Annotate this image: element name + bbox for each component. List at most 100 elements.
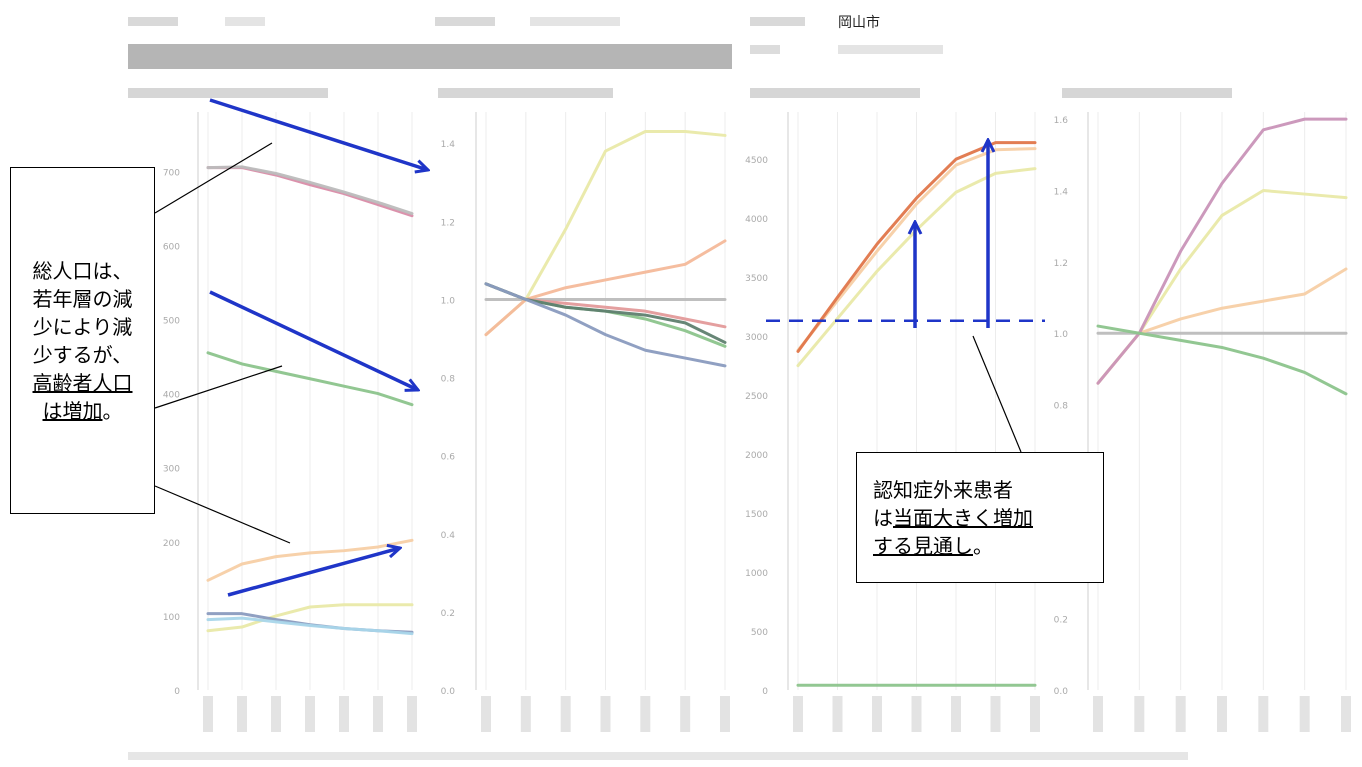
y-tick-label: 1.0 [441,296,456,306]
callout-population-line-5: 高齢者人口 [32,370,133,395]
x-tick-label [305,696,315,732]
x-tick-label [951,696,961,732]
header-blur-4 [530,17,620,26]
callout-population-line-2: 若年層の減 [32,286,133,311]
chart4-title-blur [1062,88,1232,98]
y-tick-label: 0.8 [1054,402,1069,412]
leader-line-dementia [972,335,1022,453]
y-tick-label: 400 [163,391,180,401]
header-blur-7 [838,45,943,54]
x-tick-label [990,696,1001,732]
y-tick-label: 500 [163,316,180,326]
callout-dementia-wa: は [873,505,893,530]
x-tick-label [872,696,882,732]
series-line [796,141,1037,353]
callout-population-increase: は増加 [42,398,103,423]
header-blur-2 [225,17,265,26]
y-tick-label: 1500 [745,510,768,520]
callout-dementia-line-2: は当面大きく増加 [873,504,1103,532]
y-tick-label: 1.2 [1054,259,1068,269]
leader-line-elderly [154,485,291,544]
callout-dementia-line-3: する見通し。 [873,532,1103,560]
city-name: 岡山市 [838,15,880,31]
callout-population-line-1: 総人口は、 [32,258,133,283]
y-tick-label: 1.4 [441,140,456,150]
y-tick-label: 700 [163,168,180,178]
series-line [206,616,414,636]
y-tick-label: 1000 [745,569,768,579]
x-tick-label [793,696,803,732]
x-tick-label [832,696,843,732]
y-tick-label: 3500 [745,274,768,284]
series-line [1096,324,1348,396]
series-line [796,147,1037,352]
leader-line-total [154,142,273,214]
x-tick-label [1093,696,1103,732]
callout-population-line-6: は増加。 [43,397,123,425]
y-tick-label: 200 [163,539,180,549]
x-tick-label [911,696,922,732]
x-tick-label [1030,696,1040,732]
x-tick-label [680,696,691,732]
callout-dementia-line-1: 認知症外来患者 [873,477,1013,502]
header-blur-5 [750,17,805,26]
header-area [128,17,1232,760]
x-tick-label [600,696,611,732]
callout-dementia-period: 。 [973,533,993,558]
y-tick-label: 0.2 [1054,616,1068,626]
callout-dementia-increase: 当面大きく増加 [893,505,1033,530]
y-tick-label: 0 [174,687,180,697]
x-tick-label [1175,696,1186,732]
y-tick-label: 2500 [745,392,768,402]
y-tick-label: 0.2 [441,609,455,619]
callout-population-line-4: 少するが、 [32,342,133,367]
x-tick-label [640,696,651,732]
chart2-title-blur [438,88,613,98]
chart1-title-blur [128,88,328,98]
callout-population-period: 。 [102,398,123,423]
leader-line-young [154,365,283,409]
x-tick-label [481,696,491,732]
footer-blur [128,752,1188,760]
series-line [206,351,414,407]
y-tick-label: 4000 [745,215,768,225]
y-tick-label: 2000 [745,451,768,461]
arrow-elderly-population-up [227,548,400,597]
y-tick-label: 4500 [745,156,768,166]
callout-population-line-3: 少により減 [32,314,133,339]
y-tick-label: 0.0 [1054,687,1069,697]
x-tick-label [237,696,247,732]
callout-dementia-outlook: する見通し [873,533,973,558]
y-tick-label: 1.6 [1054,116,1069,126]
x-tick-label [1217,696,1227,732]
x-tick-label [1134,696,1145,732]
x-tick-label [271,696,281,732]
arrow-total-population-down [209,98,428,170]
x-tick-label [1341,696,1351,732]
y-tick-label: 3000 [745,333,768,343]
y-tick-label: 1.2 [441,218,455,228]
chart3-title-blur [750,88,920,98]
y-tick-label: 0.4 [441,531,456,541]
header-blur-3 [435,17,495,26]
header-blur-6 [750,45,780,54]
y-tick-label: 0 [762,687,768,697]
callout-dementia: 認知症外来患者 は当面大きく増加 する見通し。 [856,452,1104,583]
chart-4: 0.00.20.40.60.81.01.21.41.6 [1054,112,1351,732]
x-tick-label [520,696,531,732]
y-tick-label: 0.6 [441,453,456,463]
series-line [484,282,727,368]
y-tick-label: 1.0 [1054,330,1069,340]
header-blur-1 [128,17,178,26]
chart-1: 0 100 200 300 400 500 600 700 [163,112,417,732]
y-tick-label: 600 [163,242,180,252]
x-tick-label [203,696,213,732]
series-line [206,165,414,216]
annotation-overlays [154,98,1022,597]
chart-2: 0.0 0.2 0.4 0.6 0.8 1.0 1.2 1.4 [441,112,730,732]
y-tick-label: 100 [163,613,180,623]
series-line [206,603,414,633]
y-tick-label: 1.4 [1054,187,1069,197]
y-tick-label: 500 [751,628,768,638]
